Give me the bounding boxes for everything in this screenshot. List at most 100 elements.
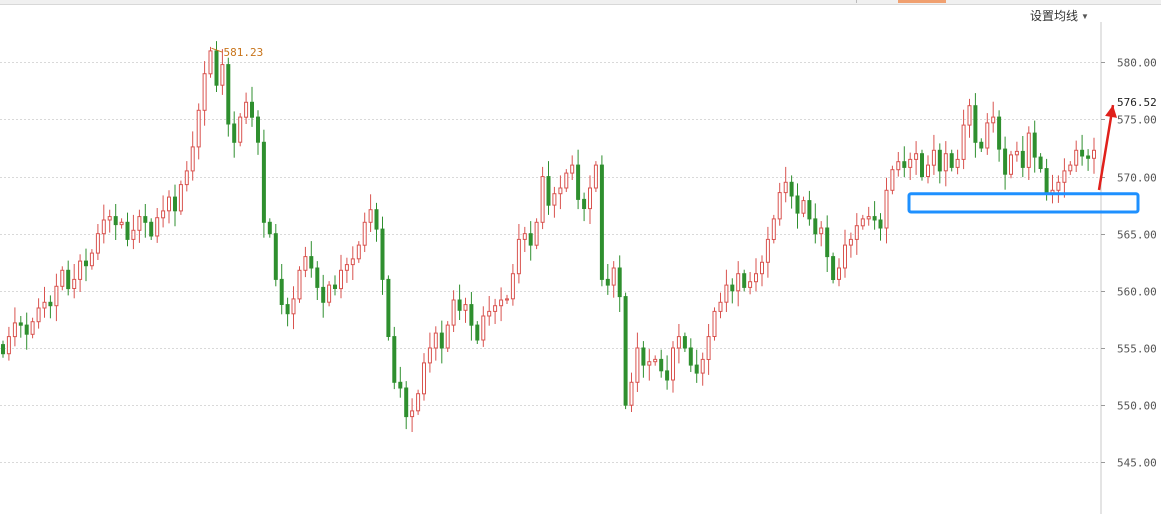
candle-body (510, 273, 515, 300)
candle-body (783, 181, 788, 194)
candle-body (267, 221, 272, 235)
candle-body (137, 216, 142, 231)
candle-body (167, 196, 171, 212)
candle-body (173, 196, 177, 212)
candle-body (368, 209, 373, 223)
candle-body (244, 101, 249, 118)
candle-body (665, 370, 670, 381)
candle-body (315, 267, 320, 288)
candle-body (991, 116, 996, 124)
candle-body (333, 284, 337, 290)
candle-body (499, 299, 504, 307)
candle-body (777, 192, 782, 220)
candle-body (493, 305, 498, 312)
candle-body (374, 209, 379, 230)
candle-body (143, 216, 148, 223)
candle-body (582, 198, 587, 209)
candle-body (439, 332, 444, 349)
candle-body (190, 146, 195, 172)
top-tab-strip (0, 0, 1161, 5)
candle-body (795, 195, 800, 214)
y-tick-label: 570.00 (1117, 172, 1157, 185)
candle-body (1044, 168, 1049, 195)
candle-body (558, 187, 563, 195)
candle-body (884, 189, 889, 229)
candle-body (291, 298, 296, 315)
candle-body (961, 124, 966, 160)
y-tick-label: 560.00 (1117, 286, 1157, 299)
candle-body (896, 161, 901, 171)
candle-body (1056, 181, 1061, 191)
candle-body (422, 362, 426, 395)
candle-body (54, 285, 59, 307)
candle-body (890, 169, 895, 191)
candle-body (908, 158, 913, 168)
candle-body (184, 170, 189, 186)
candle-body (949, 153, 954, 168)
candle-body (226, 64, 231, 125)
candle-body (860, 218, 865, 227)
candle-body (36, 307, 41, 323)
candle-body (712, 310, 717, 337)
candle-body (694, 364, 699, 374)
candle-body (469, 304, 474, 326)
candle-body (967, 105, 972, 126)
candle-body (771, 218, 776, 240)
candle-body (89, 252, 94, 267)
candle-body (350, 258, 355, 266)
candle-body (688, 347, 693, 366)
last-price-label: 576.52 (1117, 96, 1157, 109)
ma-settings-dropdown[interactable]: 设置均线 ▼ (1030, 7, 1089, 24)
candle-body (161, 210, 166, 219)
candle-body (321, 286, 326, 303)
candle-body (261, 141, 266, 223)
candle-body (831, 256, 836, 281)
candle-body (398, 381, 403, 389)
candle-body (914, 153, 919, 160)
candle-body (427, 347, 432, 364)
candle-body (599, 164, 604, 280)
candle-body (18, 322, 23, 326)
candle-body (676, 336, 681, 349)
high-price-label: 581.23 (224, 46, 264, 59)
candle-body (380, 228, 385, 280)
candle-body (463, 304, 468, 311)
candle-body (12, 322, 17, 338)
candle-body (576, 164, 581, 200)
candle-body (155, 217, 160, 237)
candle-body (457, 299, 462, 311)
candle-body (1092, 149, 1096, 159)
candle-body (196, 109, 201, 148)
candle-body (1068, 164, 1073, 172)
candle-body (926, 164, 930, 178)
candle-body (629, 381, 634, 406)
candle-body (202, 73, 207, 111)
candle-body (214, 50, 219, 86)
tab-highlight[interactable] (898, 0, 946, 3)
candle-body (706, 336, 711, 361)
candle-body (682, 336, 687, 349)
candle-body (736, 273, 741, 292)
candle-body (937, 149, 942, 172)
candle-body (760, 261, 764, 275)
candle-body (84, 260, 88, 267)
candle-body (546, 176, 551, 206)
candle-body (66, 269, 71, 290)
candle-body (522, 233, 527, 240)
candle-body (1020, 150, 1025, 168)
y-axis: 545.00 550.00 555.00 560.00 565.00 570.00 575.… (1101, 57, 1157, 470)
grid (0, 62, 1100, 463)
candle-body (416, 393, 421, 412)
candle-body (113, 216, 118, 226)
candle-body (902, 161, 907, 168)
candle-body (107, 216, 112, 221)
candle-body (754, 273, 758, 283)
candle-body (540, 176, 545, 223)
candle-body (671, 347, 675, 381)
candle-body (931, 149, 936, 166)
candle-body (979, 141, 984, 149)
candle-body (1062, 170, 1067, 183)
candle-body (1014, 150, 1019, 156)
candle-body (837, 267, 841, 280)
